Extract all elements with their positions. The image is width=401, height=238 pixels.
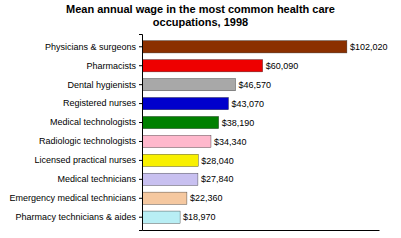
bar	[142, 135, 211, 147]
y-axis: Pharmacy technicians & aides Emergency me…	[9, 35, 142, 231]
data-label: $27,840	[201, 174, 234, 184]
bar	[142, 60, 263, 72]
bar	[142, 41, 347, 53]
data-label: $38,190	[222, 118, 255, 128]
y-tick-mark	[139, 103, 142, 104]
x-axis-line	[143, 230, 380, 231]
y-tick-mark	[139, 160, 142, 161]
x-axis	[143, 230, 380, 231]
data-label: $60,090	[266, 61, 299, 71]
y-tick-mark	[139, 122, 142, 123]
y-tick-label: Registered nurses	[63, 98, 137, 108]
bars	[142, 41, 347, 224]
y-tick-mark	[139, 65, 142, 66]
title: Mean annual wage in the most common heal…	[66, 3, 335, 28]
y-tick: Radiologic technologists	[39, 136, 142, 146]
data-label: $22,360	[190, 193, 223, 203]
y-tick-mark	[139, 141, 142, 142]
y-tick: Emergency medical technicians	[9, 193, 142, 203]
y-tick-label: Licensed practical nurses	[34, 155, 136, 165]
data-label: $43,070	[232, 99, 265, 109]
y-tick: Pharmacy technicians & aides	[15, 212, 142, 222]
bar	[142, 173, 198, 185]
y-tick: Medical technologists	[50, 117, 142, 127]
y-tick-label: Dental hygienists	[67, 80, 136, 90]
y-tick: Dental hygienists	[67, 80, 142, 90]
y-tick-label: Pharmacy technicians & aides	[15, 212, 136, 222]
y-axis-line	[139, 35, 143, 231]
y-tick-mark	[139, 179, 142, 180]
bar	[142, 97, 229, 109]
plot: Pharmacy technicians & aides Emergency me…	[9, 35, 387, 231]
y-tick: Registered nurses	[63, 98, 142, 108]
y-tick: Licensed practical nurses	[34, 155, 142, 165]
y-tick-mark	[139, 217, 142, 218]
y-tick: Physicians & surgeons	[45, 42, 142, 52]
y-tick-label: Medical technologists	[50, 117, 137, 127]
data-labels: $18,970 $22,360 $27,840 $28,040 $34,340 $38,1…	[183, 42, 387, 222]
data-label: $46,570	[239, 80, 272, 90]
bar	[142, 116, 219, 128]
y-tick: Pharmacists	[86, 61, 142, 71]
y-tick-mark	[139, 84, 142, 85]
y-tick: Medical technicians	[57, 174, 142, 184]
y-tick-label: Emergency medical technicians	[9, 193, 136, 203]
data-label: $28,040	[201, 156, 234, 166]
y-tick-label: Medical technicians	[57, 174, 136, 184]
y-tick-mark	[139, 46, 142, 47]
chart: Mean annual wage in the most common heal…	[0, 0, 401, 238]
bar	[142, 154, 198, 166]
data-label: $34,340	[214, 137, 247, 147]
data-label: $18,970	[183, 212, 216, 222]
bar	[142, 211, 180, 223]
y-tick-label: Pharmacists	[86, 61, 136, 71]
data-label: $102,020	[350, 42, 388, 52]
title-line: Mean annual wage in the most common heal…	[66, 3, 335, 15]
y-tick-mark	[139, 198, 142, 199]
title-line: occupations, 1998	[153, 16, 248, 28]
y-tick-label: Physicians & surgeons	[45, 42, 137, 52]
bar	[142, 192, 187, 204]
y-tick-label: Radiologic technologists	[39, 136, 137, 146]
bar	[142, 79, 236, 91]
